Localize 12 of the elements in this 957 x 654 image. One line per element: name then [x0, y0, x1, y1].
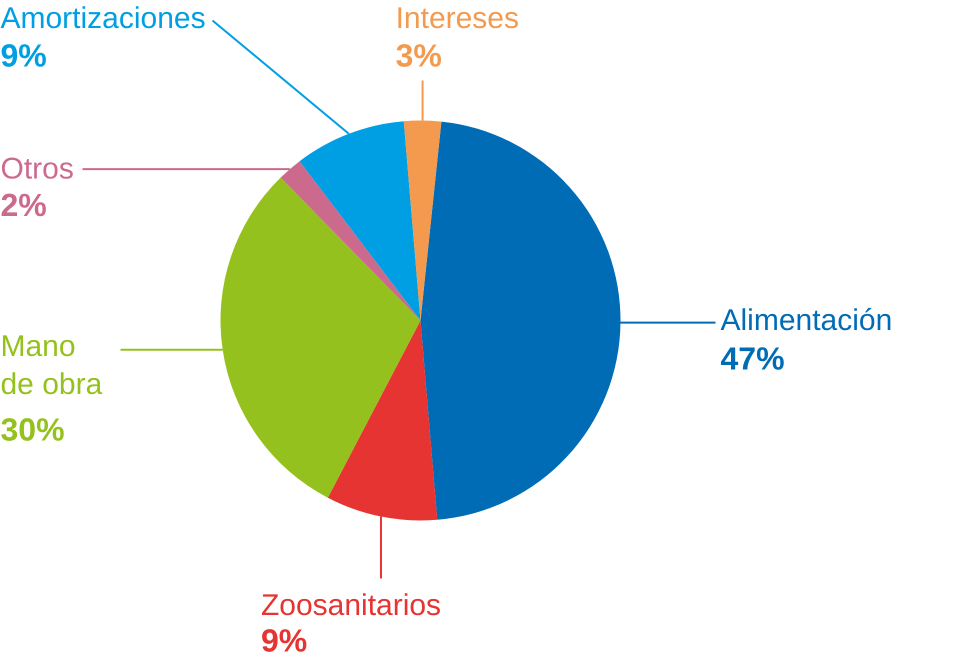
data-label: 47%: [720, 340, 785, 377]
slice-label: Intereses: [396, 2, 519, 35]
data-label: 2%: [0, 187, 47, 224]
slice-label: Zoosanitarios: [260, 589, 442, 622]
data-label: 30%: [0, 412, 65, 448]
slice-label: Alimentación: [720, 304, 892, 338]
data-label: 9%: [260, 622, 308, 654]
data-label: 3%: [396, 38, 442, 74]
slice-label: Otros: [0, 152, 74, 186]
slice-label: Amortizaciones: [0, 2, 206, 35]
data-label: 9%: [0, 38, 47, 74]
slice-label: Mano de obra: [0, 330, 103, 402]
